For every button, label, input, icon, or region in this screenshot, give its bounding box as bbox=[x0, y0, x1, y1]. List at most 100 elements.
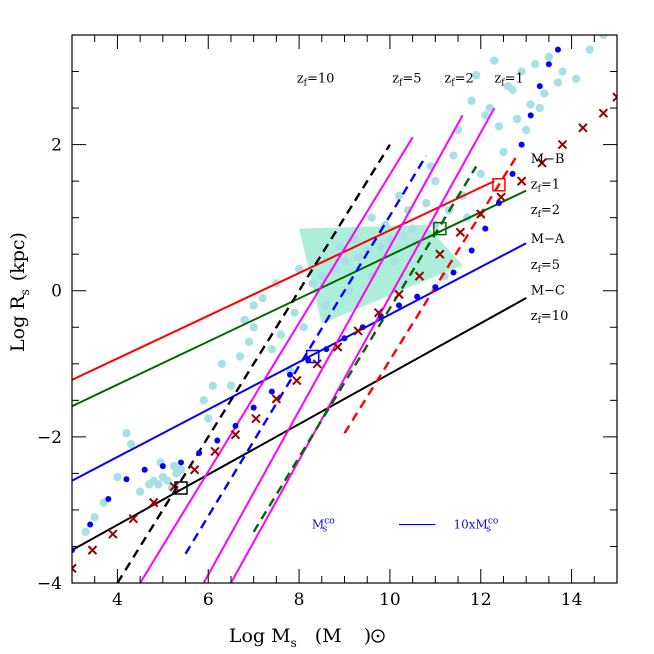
x-tick-label: 4 bbox=[112, 590, 123, 610]
x-tick-label: 12 bbox=[470, 590, 492, 610]
blue-dot bbox=[287, 371, 293, 378]
blue-dot bbox=[72, 547, 75, 554]
relation-label-main: M−B bbox=[531, 152, 565, 167]
blue-dot bbox=[536, 83, 543, 90]
relation-label: zf=2 bbox=[531, 203, 560, 220]
formation-label-main: z bbox=[297, 71, 304, 86]
blue-dot bbox=[141, 466, 148, 473]
scatter-point bbox=[494, 122, 504, 131]
sun-symbol-dot bbox=[376, 634, 380, 638]
scatter-point bbox=[467, 96, 476, 105]
scatter-point bbox=[499, 147, 508, 157]
formation-label-main: z bbox=[444, 71, 451, 86]
scatter-point bbox=[276, 330, 286, 339]
scatter-point bbox=[113, 472, 122, 482]
cross-marker bbox=[292, 375, 302, 386]
blue-dot bbox=[450, 269, 457, 276]
scatter-point bbox=[126, 439, 136, 449]
x-tick-label: 8 bbox=[294, 590, 305, 610]
legend-right-label-sub: s bbox=[486, 525, 491, 535]
blue-dot bbox=[468, 247, 475, 254]
relation-label-main: M−C bbox=[531, 283, 565, 298]
y-tick-label: −4 bbox=[37, 574, 62, 594]
scatter-point bbox=[585, 45, 594, 54]
cross-marker bbox=[612, 92, 617, 102]
scatter-point bbox=[169, 461, 179, 471]
scatter-point bbox=[294, 264, 304, 274]
scatter-point bbox=[290, 308, 299, 317]
scatter-point bbox=[335, 242, 345, 252]
scatter-point bbox=[149, 476, 158, 485]
x-axis-label-unit-end: ) bbox=[364, 625, 371, 647]
cross-marker bbox=[414, 271, 425, 281]
cross-marker bbox=[72, 563, 77, 574]
scatter-point bbox=[135, 487, 145, 496]
blue-dot bbox=[527, 112, 534, 119]
magenta-line bbox=[202, 114, 464, 583]
cross-marker bbox=[128, 513, 139, 524]
cross-marker bbox=[435, 249, 445, 259]
x-axis-label: Log Ms (M ) bbox=[229, 625, 371, 650]
blue-dot bbox=[232, 422, 239, 429]
cross-marker bbox=[353, 326, 363, 336]
scatter-point bbox=[571, 74, 581, 84]
relation-line-black bbox=[72, 297, 527, 551]
blue-dot bbox=[105, 495, 112, 502]
cross-marker bbox=[230, 429, 241, 440]
formation-label-rest: =2 bbox=[455, 71, 474, 86]
x-tick-label: 14 bbox=[561, 590, 583, 610]
formation-label: zf=1 bbox=[494, 71, 523, 88]
blue-dot bbox=[323, 346, 330, 353]
cross-marker bbox=[210, 446, 220, 457]
cross-marker bbox=[516, 176, 527, 186]
blue-dot bbox=[178, 459, 184, 466]
cross-marker bbox=[271, 394, 282, 404]
scatter-point bbox=[512, 114, 522, 124]
blue-dot bbox=[268, 388, 275, 395]
relation-label-rest: =1 bbox=[541, 177, 560, 192]
scatter-point bbox=[481, 111, 490, 120]
scatter-point bbox=[535, 103, 544, 113]
relation-label: zf=1 bbox=[531, 177, 560, 194]
blue-dot bbox=[87, 521, 94, 528]
scatter-point bbox=[521, 125, 531, 135]
scatter-point bbox=[122, 429, 131, 438]
scatter-point bbox=[540, 89, 549, 98]
relation-label-sub: f bbox=[538, 184, 542, 194]
blue-dot bbox=[123, 476, 130, 483]
scatter-point bbox=[558, 67, 567, 76]
blue-dot bbox=[545, 61, 552, 68]
text-layer: Log Rs(kpc) Log Ms (M ) 4 6 8 10 12 14−4−202zf… bbox=[7, 71, 582, 650]
scatter-point bbox=[390, 257, 399, 266]
relation-label-sub: f bbox=[538, 265, 542, 275]
blue-dot bbox=[518, 141, 525, 148]
scatter-point bbox=[204, 414, 213, 423]
formation-label-rest: =5 bbox=[402, 71, 421, 86]
legend-left-label-sup: co bbox=[324, 517, 334, 527]
cross-marker bbox=[496, 192, 506, 202]
scatter-layer bbox=[81, 35, 608, 537]
scatter-point bbox=[217, 359, 227, 368]
legend-left-label: Mco s bbox=[312, 517, 335, 535]
formation-label: zf=2 bbox=[444, 71, 473, 88]
scatter-point bbox=[317, 271, 326, 281]
scatter-point bbox=[299, 323, 308, 332]
sun-symbol-icon bbox=[371, 629, 385, 643]
scatter-point bbox=[199, 396, 208, 405]
blue-dot bbox=[196, 449, 203, 456]
square-marker-blue bbox=[305, 349, 320, 364]
formation-label-sub: f bbox=[451, 78, 455, 88]
square-marker-red bbox=[492, 178, 506, 192]
relation-line-red bbox=[72, 180, 495, 381]
y-tick-label: 0 bbox=[51, 282, 62, 302]
cross-marker bbox=[598, 108, 609, 118]
formation-label: zf=10 bbox=[297, 71, 335, 88]
scatter-point bbox=[526, 100, 535, 109]
relation-line-blue bbox=[72, 242, 527, 482]
formation-label-rest: =1 bbox=[505, 71, 524, 86]
scatter-point bbox=[408, 224, 417, 233]
formation-label-main: z bbox=[494, 71, 501, 86]
scatter-point bbox=[353, 253, 363, 263]
scatter-point bbox=[163, 476, 172, 485]
formation-label-main: z bbox=[392, 71, 399, 86]
